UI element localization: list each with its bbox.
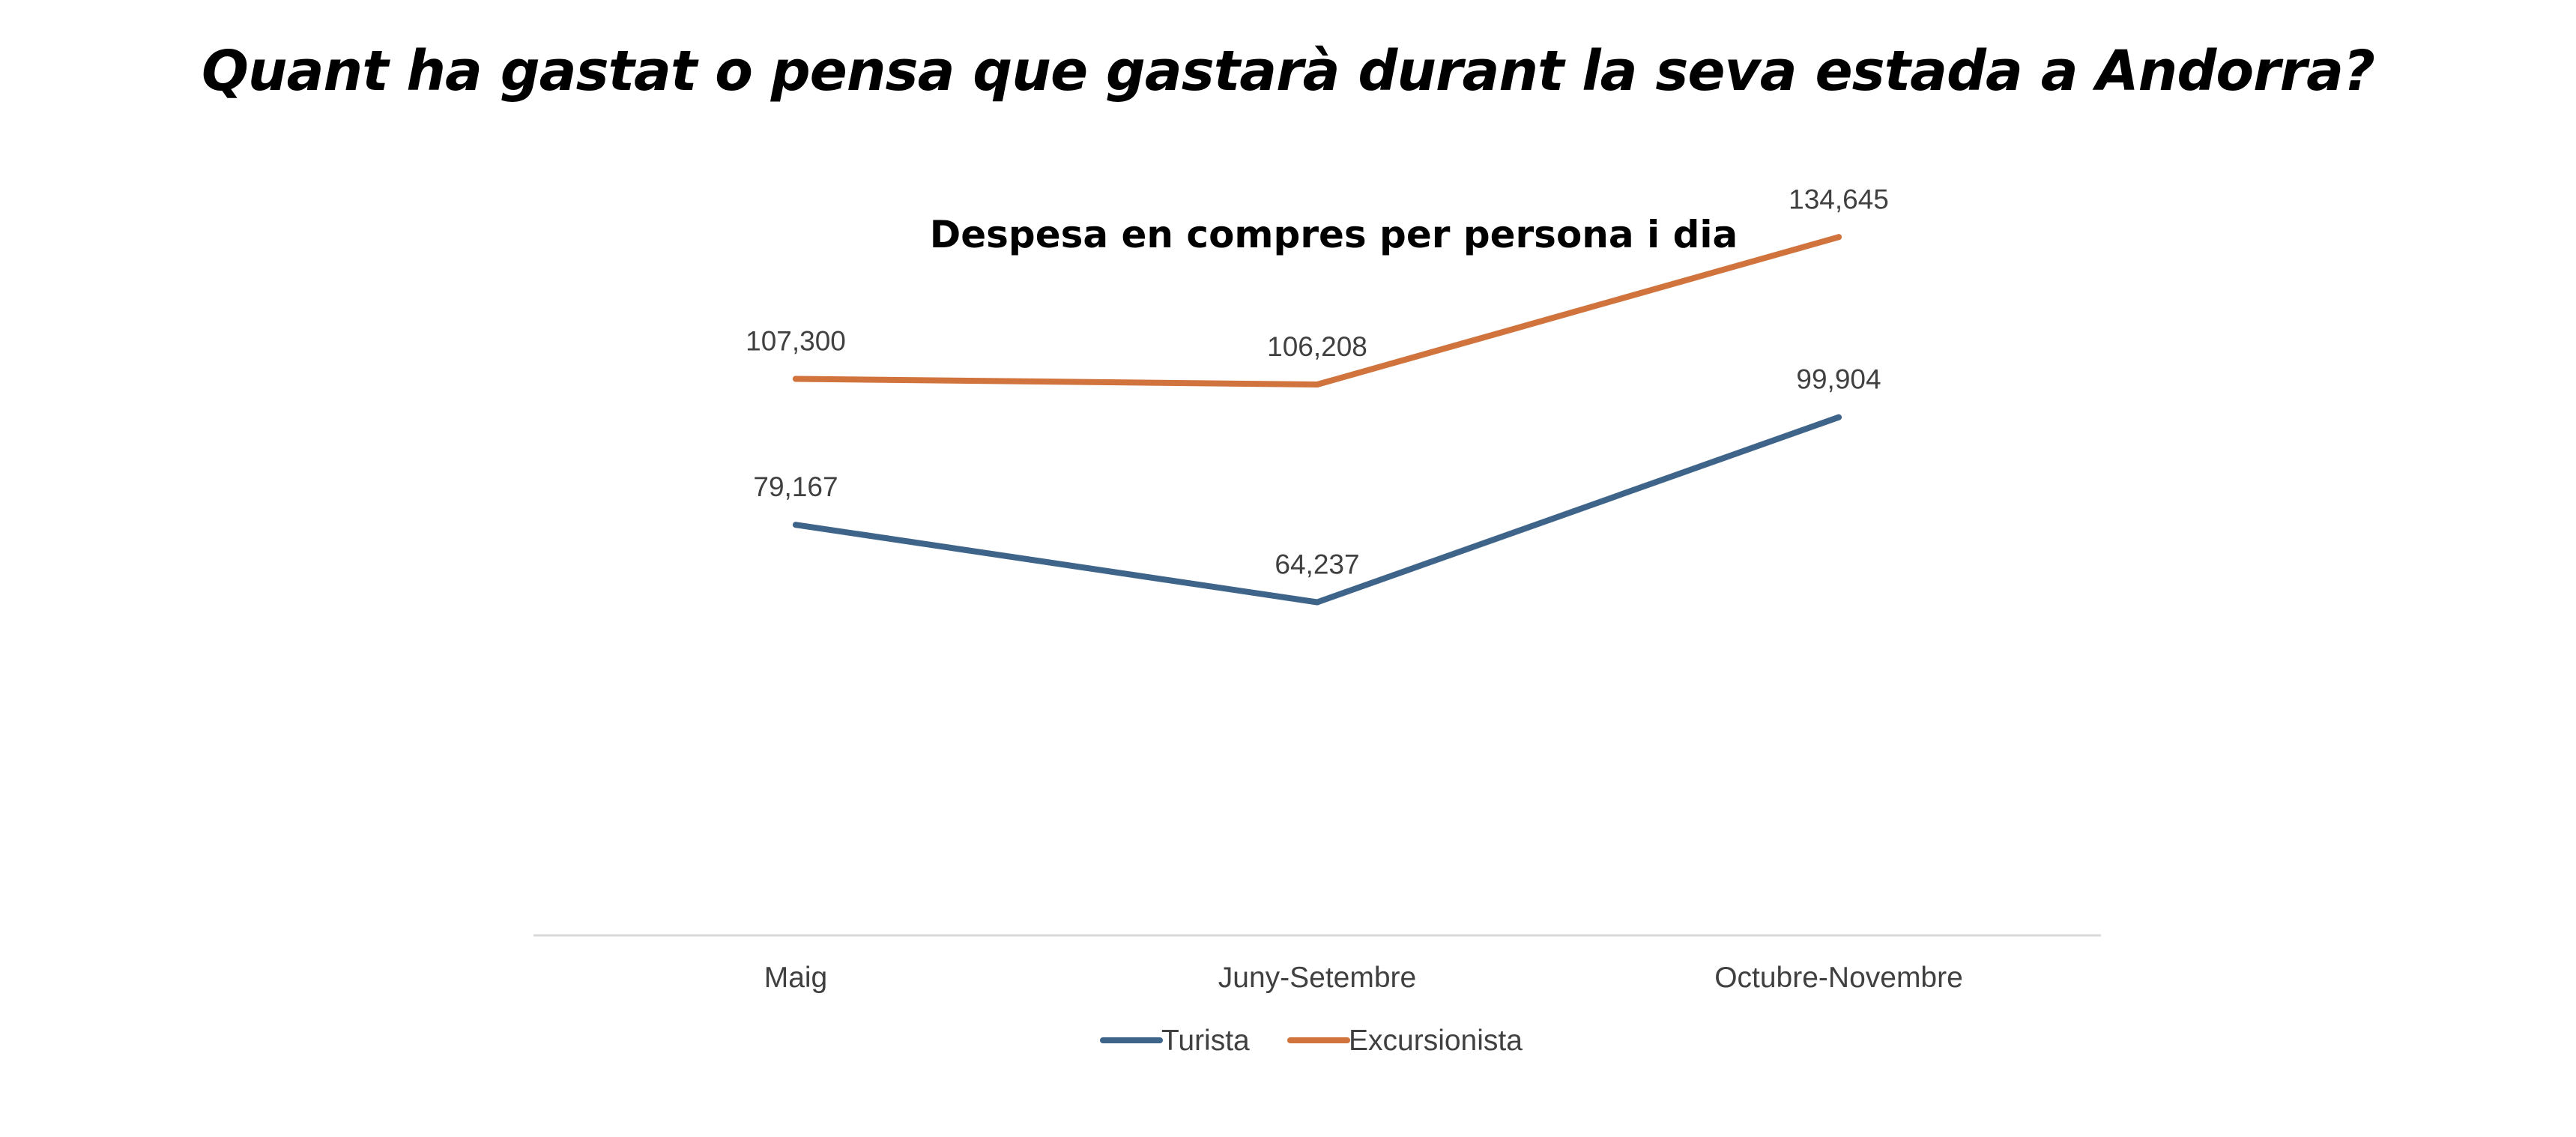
legend-label-excursionista: Excursionista [1349,1025,1523,1057]
data-point-turista [1314,599,1320,606]
data-point-turista [1836,414,1842,420]
data-label-turista: 99,904 [1796,364,1881,395]
data-point-excursionista [793,376,799,382]
legend-label-turista: Turista [1161,1025,1250,1057]
x-tick-label: Maig [764,962,828,994]
chart-title: Despesa en compres per persona i dia [930,213,1738,256]
x-tick-label: Juny-Setembre [1218,962,1416,994]
page-title: Quant ha gastat o pensa que gastarà dura… [201,39,2375,103]
legend: Turista Excursionista [1100,1025,1523,1057]
data-label-excursionista: 107,300 [746,326,846,357]
data-label-excursionista: 134,645 [1789,184,1889,214]
series-line-excursionista [793,234,1842,387]
data-label-turista: 64,237 [1275,549,1359,580]
series-layer: 79,167 64,237 99,904 107,300 106,208 134,645 [746,184,1889,606]
data-point-excursionista [1314,381,1320,387]
x-axis-ticks: Maig Juny-Setembre Octubre-Novembre [764,962,1963,994]
data-label-turista: 79,167 [753,471,838,502]
data-point-excursionista [1836,234,1842,241]
data-point-turista [793,522,799,528]
data-label-excursionista: 106,208 [1267,331,1367,362]
x-tick-label: Octubre-Novembre [1714,962,1963,994]
